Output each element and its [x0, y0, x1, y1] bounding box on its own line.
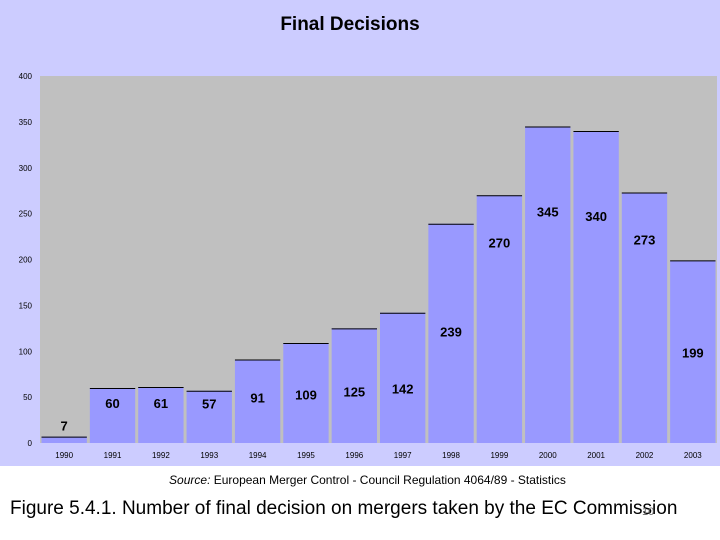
bar	[138, 387, 184, 443]
y-tick-label: 200	[19, 256, 33, 265]
bar	[573, 131, 619, 444]
chart-title: Final Decisions	[280, 14, 420, 35]
data-label: 199	[682, 345, 704, 360]
x-tick-label: 1993	[200, 451, 218, 460]
y-tick-label: 350	[19, 118, 33, 127]
data-label: 60	[105, 396, 119, 411]
x-tick-label: 1997	[394, 451, 412, 460]
source-text: European Merger Control - Council Regula…	[210, 473, 566, 487]
bar	[41, 436, 87, 443]
source-prefix: Source:	[169, 473, 211, 487]
bar	[670, 260, 716, 443]
page-number: 10	[642, 506, 655, 518]
x-tick-label: 1994	[249, 451, 267, 460]
bar	[621, 192, 668, 443]
y-tick-label: 150	[19, 301, 33, 310]
x-axis-labels: 1990 1991 1992 1993 1994 1995 1996 1997 1998 1999…	[55, 451, 702, 460]
bar	[428, 223, 474, 443]
bar	[331, 328, 377, 443]
x-tick-label: 2002	[636, 451, 654, 460]
bar	[186, 390, 232, 443]
data-label: 57	[202, 397, 216, 412]
data-labels: 7 60 61 57 91 109 125 142 239 270 345 340 273 199	[61, 204, 704, 433]
bar	[234, 359, 281, 443]
x-tick-label: 2001	[587, 451, 605, 460]
data-label: 109	[295, 387, 317, 402]
y-tick-label: 400	[19, 72, 33, 81]
figure-caption: Figure 5.4.1. Number of final decision o…	[10, 498, 678, 519]
data-label: 7	[61, 419, 68, 434]
data-label: 61	[154, 396, 168, 411]
x-tick-label: 1996	[345, 451, 363, 460]
x-tick-label: 2003	[684, 451, 702, 460]
x-tick-label: 1990	[55, 451, 73, 460]
x-tick-label: 2000	[539, 451, 557, 460]
bar	[89, 387, 136, 443]
data-label: 340	[585, 209, 607, 224]
data-label: 125	[343, 385, 365, 400]
data-label: 239	[440, 325, 462, 340]
data-label: 273	[634, 233, 656, 248]
data-label: 345	[537, 204, 559, 219]
x-tick-label: 1992	[152, 451, 170, 460]
bar	[283, 342, 329, 443]
x-tick-label: 1999	[490, 451, 508, 460]
y-tick-label: 100	[19, 347, 33, 356]
bar	[380, 312, 426, 443]
x-tick-label: 1998	[442, 451, 460, 460]
bar	[525, 126, 571, 444]
y-tick-label: 50	[23, 393, 32, 402]
y-tick-label: 300	[19, 164, 33, 173]
x-tick-label: 1991	[104, 451, 122, 460]
data-label: 270	[489, 235, 511, 250]
x-tick-label: 1995	[297, 451, 315, 460]
y-tick-label: 250	[19, 210, 33, 219]
y-axis-labels: 0 50 100 150 200 250 300 350 400	[19, 72, 33, 448]
data-label: 91	[250, 391, 264, 406]
bar	[476, 195, 523, 443]
data-label: 142	[392, 381, 414, 396]
bars-group	[41, 126, 716, 444]
y-tick-label: 0	[28, 439, 33, 448]
source-note: Source: European Merger Control - Counci…	[0, 473, 720, 487]
